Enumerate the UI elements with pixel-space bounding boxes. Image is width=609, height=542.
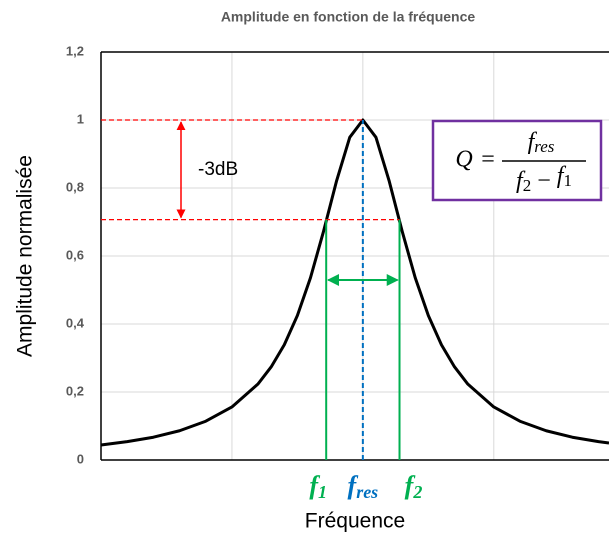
y-tick-label: 0,4 [66,315,85,330]
den-symbol: f [516,168,526,194]
denominator: f2− f1 [516,163,572,195]
formula-lhs: Q [455,147,472,173]
marker-label: fres [348,471,379,502]
num-symbol: f [528,129,538,155]
marker-symbol: f [348,471,359,500]
marker-sub: 1 [318,482,327,502]
den-sub: 2 [523,176,532,195]
den-op: − [537,168,551,194]
x-axis-label: Fréquence [305,510,405,533]
formula-equals: = [481,147,495,173]
y-tick-label: 0 [77,451,84,466]
marker-symbol: f [405,471,416,500]
marker-sub: 2 [412,482,422,502]
y-tick-label: 0,8 [66,179,84,194]
den-sub: 1 [563,171,572,190]
chart-title: Amplitude en fonction de la fréquence [221,9,476,25]
y-tick-label: 1 [77,111,84,126]
marker-symbol: f [309,471,320,500]
level-label: -3dB [198,159,238,180]
numerator: fres [528,129,555,156]
y-tick-label: 0,6 [66,247,84,262]
marker-label: f1 [309,471,327,502]
y-tick-label: 1,2 [66,43,84,58]
y-tick-label: 0,2 [66,383,84,398]
marker-sub: res [356,482,378,502]
marker-label: f2 [405,471,423,502]
num-sub: res [534,137,555,156]
y-axis-label: Amplitude normalisée [14,155,37,357]
den-symbol: f [557,163,567,189]
